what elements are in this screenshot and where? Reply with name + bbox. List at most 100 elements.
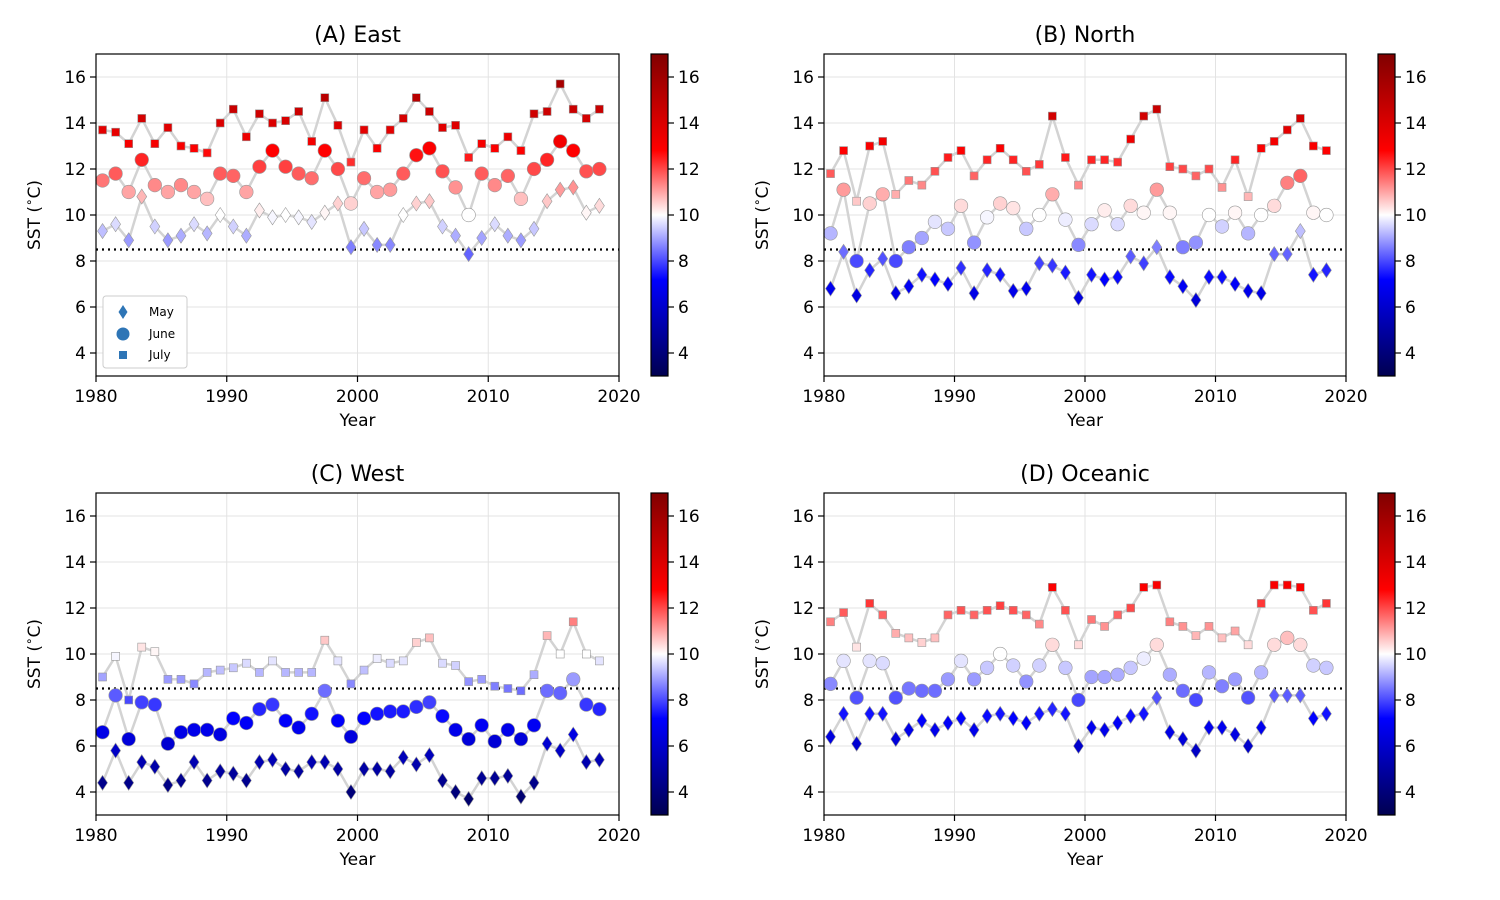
x-tick-label: 1990 — [933, 826, 976, 846]
data-point-july — [1035, 160, 1044, 169]
data-point-june — [500, 168, 515, 183]
x-tick-label: 2000 — [336, 387, 379, 407]
data-point-july — [1204, 622, 1214, 631]
y-tick-label: 8 — [803, 691, 814, 711]
data-point-june — [500, 722, 515, 738]
data-point-june — [134, 695, 149, 710]
x-axis-label: Year — [339, 411, 376, 431]
data-point-july — [268, 656, 277, 666]
data-point-june — [1254, 665, 1269, 680]
data-point-may — [981, 708, 993, 725]
data-point-june — [409, 699, 424, 715]
data-point-july — [1087, 155, 1096, 165]
data-point-may — [567, 726, 579, 743]
x-tick-label: 2000 — [1063, 826, 1106, 846]
data-point-july — [412, 93, 421, 102]
data-point-july — [1100, 155, 1109, 165]
data-point-june — [1019, 674, 1034, 689]
data-point-may — [1060, 264, 1071, 281]
data-point-july — [503, 132, 513, 142]
data-point-may — [851, 287, 862, 304]
data-point-june — [213, 166, 228, 181]
panel-title: (A) East — [314, 23, 401, 48]
y-tick-label: 16 — [792, 68, 814, 88]
data-point-june — [108, 688, 123, 703]
data-point-may — [890, 731, 902, 748]
data-point-june — [474, 718, 489, 733]
data-point-may — [162, 777, 174, 794]
y-tick-label: 10 — [64, 206, 86, 226]
data-point-july — [385, 658, 395, 668]
data-point-june — [474, 166, 489, 181]
data-point-june — [1227, 672, 1243, 687]
data-point-june — [1058, 212, 1073, 227]
data-point-july — [839, 608, 848, 617]
data-point-may — [541, 735, 553, 752]
colorbar-tick-label: 6 — [1405, 298, 1416, 318]
data-point-july — [137, 642, 147, 652]
panel-a-east: 1980 1990 2000 2010 2020 4 6 8 10 12 14 16 (A) East Y… — [22, 23, 700, 431]
data-point-june — [435, 708, 450, 724]
data-point-june — [526, 718, 542, 733]
data-point-june — [1214, 219, 1230, 234]
y-tick-label: 14 — [792, 553, 814, 573]
data-point-may — [463, 790, 474, 807]
data-point-june — [186, 722, 202, 738]
data-point-june — [579, 697, 594, 712]
data-point-july — [865, 599, 874, 608]
data-point-june — [226, 168, 241, 183]
data-point-may — [877, 250, 889, 267]
data-point-june — [330, 161, 345, 177]
y-tick-label: 14 — [64, 114, 86, 134]
y-tick-label: 12 — [792, 160, 814, 180]
data-point-may — [502, 767, 514, 784]
y-tick-label: 14 — [792, 114, 814, 134]
data-point-june — [1045, 637, 1060, 652]
data-point-june — [1123, 660, 1138, 675]
colorbar-tick-label: 14 — [678, 553, 700, 573]
colorbar-tick-label: 12 — [1405, 599, 1427, 619]
data-point-may — [502, 227, 514, 244]
data-point-june — [901, 240, 916, 255]
data-point-july — [1139, 582, 1149, 592]
data-point-june — [435, 164, 450, 179]
data-point-july — [150, 139, 160, 148]
data-point-june — [370, 706, 385, 721]
data-point-may — [319, 204, 331, 221]
y-tick-label: 12 — [64, 599, 86, 619]
data-point-june — [1319, 207, 1334, 223]
data-point-june — [1162, 667, 1177, 682]
data-point-july — [307, 137, 317, 146]
data-point-may — [1203, 269, 1215, 286]
colorbar-tick-label: 4 — [678, 783, 689, 803]
data-point-may — [1138, 255, 1150, 272]
data-point-may — [1138, 705, 1150, 722]
data-point-june — [1293, 637, 1308, 652]
x-tick-label: 1980 — [74, 826, 117, 846]
data-point-may — [838, 243, 849, 260]
x-axis-label: Year — [1066, 411, 1103, 431]
data-point-june — [1058, 660, 1073, 675]
data-point-july — [555, 79, 565, 89]
data-point-july — [1087, 615, 1096, 624]
data-point-july — [359, 125, 369, 135]
data-point-june — [186, 184, 202, 200]
data-point-june — [1201, 207, 1217, 223]
data-point-july — [189, 144, 199, 153]
y-tick-label: 4 — [803, 783, 814, 803]
data-point-july — [1165, 162, 1175, 171]
data-point-june — [993, 646, 1008, 662]
data-point-may — [384, 763, 396, 780]
data-point-july — [826, 617, 835, 627]
data-point-may — [358, 760, 370, 778]
y-tick-label: 6 — [803, 737, 814, 757]
data-point-june — [823, 676, 838, 692]
data-point-july — [268, 118, 277, 128]
data-point-may — [489, 770, 501, 787]
colorbar-tick-label: 8 — [678, 691, 689, 711]
data-point-july — [865, 141, 874, 151]
data-point-june — [487, 178, 502, 193]
data-point-may — [1308, 710, 1319, 727]
colorbar-tick-label: 14 — [678, 114, 700, 134]
x-tick-label: 2010 — [467, 387, 510, 407]
